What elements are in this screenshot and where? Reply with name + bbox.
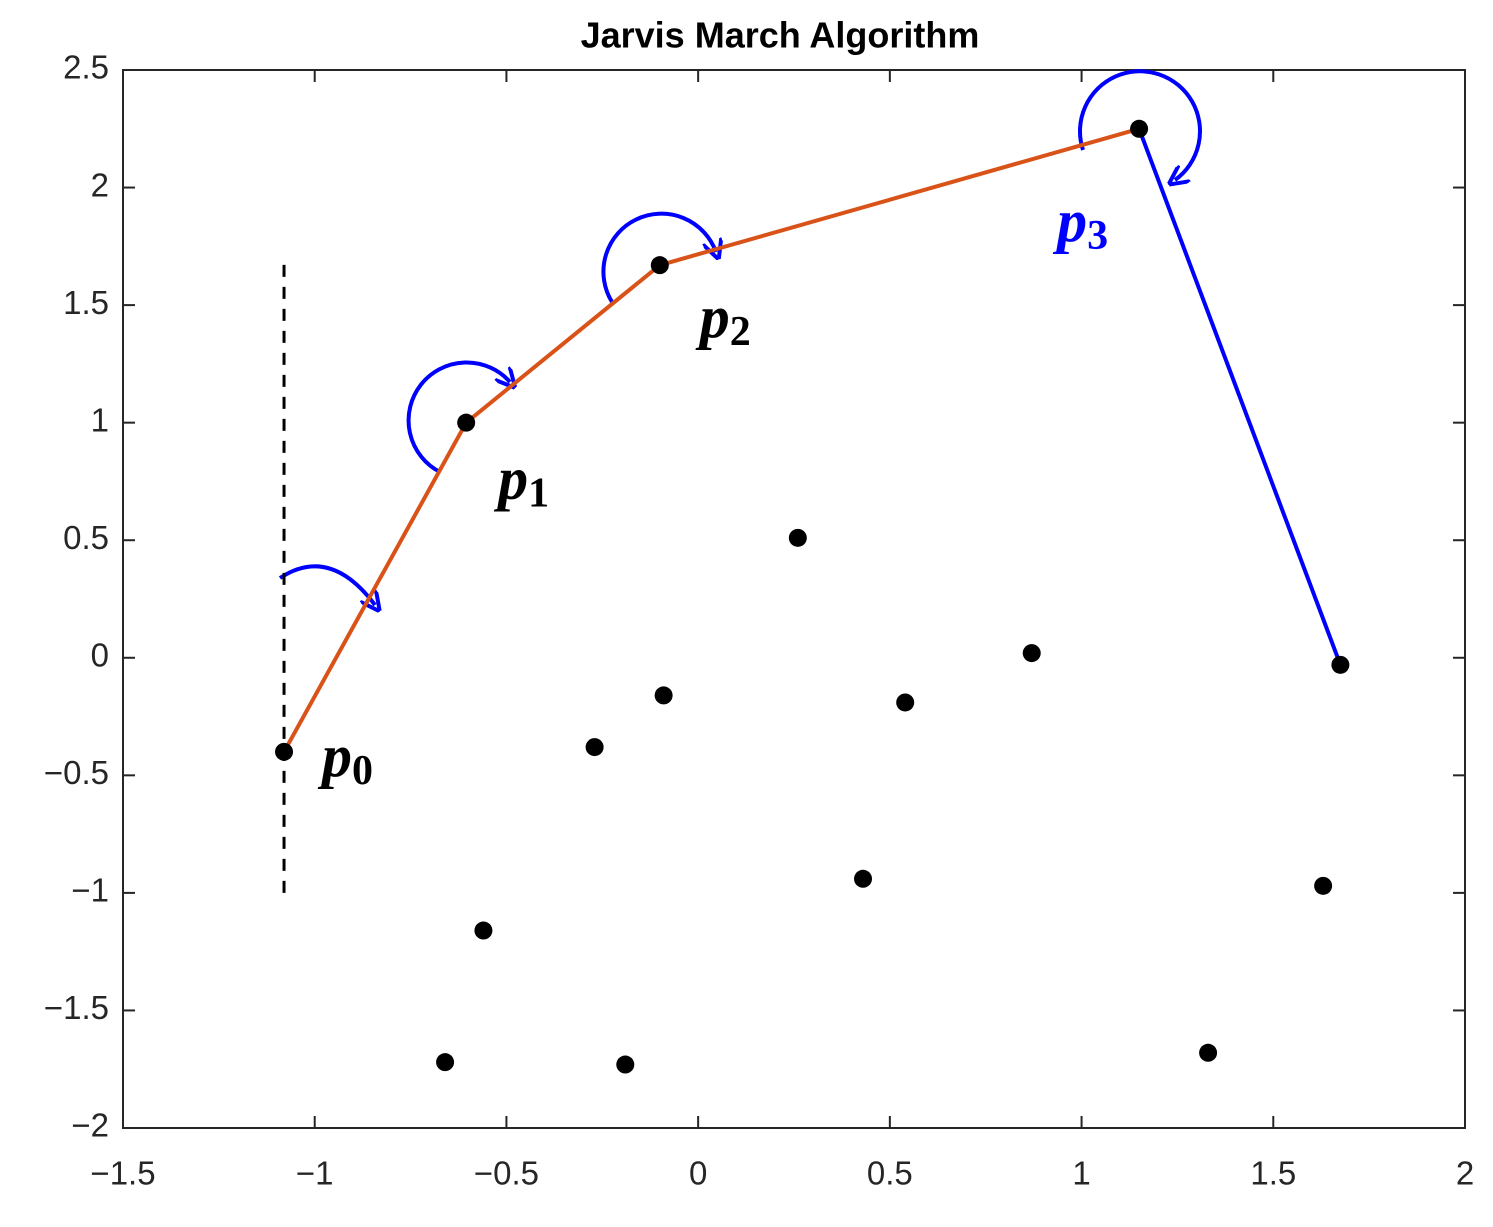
point [585, 738, 604, 757]
chart-title: Jarvis March Algorithm [581, 15, 980, 56]
y-tick-label: 2 [91, 166, 109, 203]
y-tick-label: −2 [71, 1107, 109, 1144]
label-base: p [493, 445, 528, 511]
arrow [1078, 69, 1202, 180]
label-subscript: 0 [352, 747, 373, 793]
label-subscript: 1 [528, 470, 549, 516]
point-label: p0 [317, 723, 373, 794]
y-tick-label: 0.5 [63, 519, 109, 556]
y-tick-label: −1.5 [44, 989, 109, 1026]
point [650, 256, 669, 275]
point [654, 686, 673, 705]
label-base: p [695, 284, 730, 350]
x-tick-label: −0.5 [474, 1155, 539, 1192]
y-tick-label: 2.5 [63, 49, 109, 86]
point-label: p3 [1052, 188, 1108, 259]
point [788, 528, 807, 547]
x-tick-label: −1 [296, 1155, 334, 1192]
x-tick-label: 2 [1456, 1155, 1474, 1192]
x-tick-label: −1.5 [90, 1155, 155, 1192]
arrow [601, 211, 716, 304]
point [1022, 644, 1041, 663]
rotation-arrows [278, 69, 1202, 605]
label-subscript: 2 [730, 309, 751, 355]
point [896, 693, 915, 712]
hull-edge [282, 126, 1140, 753]
point [436, 1053, 455, 1072]
x-tick-label: 0.5 [867, 1155, 913, 1192]
point-label: p1 [493, 445, 549, 516]
point [275, 742, 294, 761]
point [854, 869, 873, 888]
point [457, 413, 476, 432]
y-tick-label: −0.5 [44, 754, 109, 791]
point [1199, 1043, 1218, 1062]
point [616, 1055, 635, 1074]
point [474, 921, 493, 940]
x-tick-label: 1 [1072, 1155, 1090, 1192]
y-tick-label: 1 [91, 401, 109, 438]
label-base: p [1052, 188, 1087, 254]
y-tick-label: −1 [71, 872, 109, 909]
y-tick-label: 1.5 [63, 284, 109, 321]
x-tick-label: 0 [689, 1155, 707, 1192]
hull-edge [1137, 128, 1343, 666]
arrow [278, 564, 375, 605]
label-subscript: 3 [1087, 212, 1108, 258]
point [1130, 119, 1149, 138]
plot-frame [122, 69, 1466, 1129]
label-base: p [317, 723, 352, 789]
arrow [406, 360, 510, 474]
y-tick-label: 0 [91, 636, 109, 673]
point [1331, 655, 1350, 674]
point [1314, 876, 1333, 895]
point-label: p2 [695, 284, 751, 355]
x-tick-label: 1.5 [1250, 1155, 1296, 1192]
